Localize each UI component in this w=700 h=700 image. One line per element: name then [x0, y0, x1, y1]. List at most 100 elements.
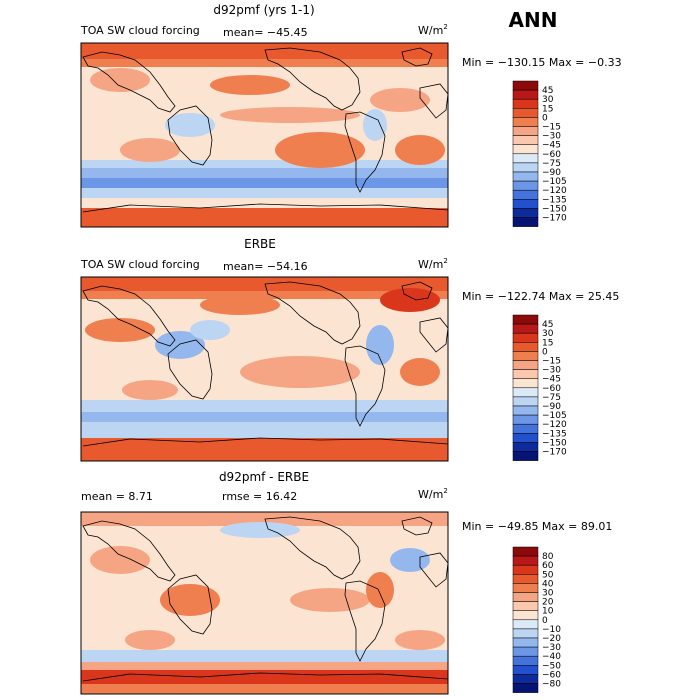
colorbar-tick-label: 50	[542, 570, 554, 580]
colorbar-tick-label: 30	[542, 589, 554, 599]
colorbar-tick-label: −30	[542, 132, 561, 142]
panel-model: d92pmf (yrs 1-1) TOA SW cloud forcing me…	[80, 3, 622, 228]
colorbar-tick-label: −90	[542, 168, 561, 178]
colorbar-tick-label: −10	[542, 625, 561, 635]
colorbar-swatch	[512, 628, 539, 639]
map-frame	[80, 276, 449, 462]
colorbar-swatch	[512, 646, 539, 657]
colorbar-swatch	[512, 162, 539, 173]
colorbar-tick-label: 30	[542, 329, 554, 339]
variable-label: TOA SW cloud forcing	[80, 24, 200, 37]
colorbar-tick-label: −30	[542, 366, 561, 376]
colorbar-tick-label: −135	[542, 195, 567, 205]
min-max-label: Min = −130.15 Max = −0.33	[462, 56, 622, 69]
colorbar-swatch	[512, 189, 539, 200]
colorbar-swatch	[512, 117, 539, 127]
colorbar-swatch	[512, 555, 539, 566]
map-field	[81, 277, 448, 461]
colorbar-tick-label: −150	[542, 438, 567, 448]
colorbar-swatch	[512, 351, 539, 361]
colorbar-swatch	[512, 98, 539, 109]
colorbar-tick-label: −170	[542, 448, 567, 458]
continent-outlines	[82, 281, 448, 447]
colorbar-tick-label: −135	[542, 429, 567, 439]
colorbar-tick-label: −60	[542, 150, 561, 160]
panel-title: d92pmf (yrs 1-1)	[213, 3, 314, 17]
colorbar-tick-label: −120	[542, 420, 567, 430]
colorbar-swatch	[512, 378, 539, 389]
colorbar-swatch	[512, 601, 539, 611]
units-label: W/m2	[418, 23, 448, 37]
colorbar-tick-label: −30	[542, 643, 561, 653]
colorbar-swatch	[512, 610, 539, 621]
colorbar-tick-label: 45	[542, 320, 553, 330]
colorbar-tick-label: −45	[542, 375, 561, 385]
colorbar-tick-label: −150	[542, 204, 567, 214]
panel-difference: d92pmf - ERBE mean = 8.71 rmse = 16.42 W…	[80, 470, 612, 695]
colorbar-tick-label: −20	[542, 634, 561, 644]
map-field	[81, 512, 448, 694]
colorbar-swatch	[512, 451, 539, 461]
units-label: W/m2	[418, 487, 448, 501]
colorbar-swatch	[512, 564, 539, 575]
rmse-label: rmse = 16.42	[222, 490, 297, 503]
colorbar-swatch	[512, 637, 539, 648]
colorbar: 4530150−15−30−45−60−75−90−105−120−135−15…	[512, 80, 567, 227]
colorbar-tick-label: 30	[542, 95, 554, 105]
colorbar-swatch	[512, 442, 539, 452]
colorbar-tick-label: −105	[542, 411, 567, 421]
colorbar-swatch	[512, 396, 539, 407]
colorbar-tick-label: −60	[542, 670, 561, 680]
colorbar-tick-label: 40	[542, 579, 554, 589]
mean-label: mean= −54.16	[223, 260, 308, 273]
colorbar-swatch	[512, 387, 539, 398]
colorbar-swatch	[512, 414, 539, 425]
colorbar-swatch	[512, 171, 539, 182]
colorbar-tick-label: −120	[542, 186, 567, 196]
colorbar-swatch	[512, 135, 539, 145]
colorbar-swatch	[512, 583, 539, 593]
colorbar-swatch	[512, 360, 539, 370]
variable-label: TOA SW cloud forcing	[80, 258, 200, 271]
colorbar-swatch	[512, 674, 539, 684]
season-label: ANN	[509, 8, 558, 32]
mean-label: mean= −45.45	[223, 26, 308, 39]
colorbar-tick-label: −15	[542, 123, 561, 133]
colorbar-tick-label: −50	[542, 661, 561, 671]
map-frame	[80, 42, 449, 228]
map-field	[81, 43, 448, 227]
min-max-label: Min = −122.74 Max = 25.45	[462, 290, 619, 303]
colorbar-tick-label: 15	[542, 338, 553, 348]
colorbar-tick-label: 0	[542, 113, 548, 123]
colorbar-swatch	[512, 546, 539, 557]
colorbar-swatch	[512, 574, 539, 584]
mean-label: mean = 8.71	[81, 490, 153, 503]
colorbar-swatch	[512, 217, 539, 227]
colorbar-tick-label: −75	[542, 393, 561, 403]
units-label: W/m2	[418, 257, 448, 271]
min-max-label: Min = −49.85 Max = 89.01	[462, 520, 612, 533]
colorbar-swatch	[512, 126, 539, 136]
continent-outlines	[82, 47, 448, 213]
colorbar-tick-label: −105	[542, 177, 567, 187]
colorbar-tick-label: −40	[542, 652, 561, 662]
colorbar-swatch	[512, 199, 539, 209]
colorbar-tick-label: 60	[542, 561, 554, 571]
colorbar-tick-label: 20	[542, 598, 554, 608]
colorbar-tick-label: −170	[542, 214, 567, 224]
colorbar: 4530150−15−30−45−60−75−90−105−120−135−15…	[512, 314, 567, 461]
colorbar-swatch	[512, 153, 539, 164]
colorbar-tick-label: 80	[542, 552, 554, 562]
colorbar-swatch	[512, 683, 539, 693]
colorbar-tick-label: 45	[542, 86, 553, 96]
colorbar-tick-label: −80	[542, 680, 561, 690]
colorbar-swatch	[512, 342, 539, 352]
colorbar-swatch	[512, 108, 539, 118]
colorbar-swatch	[512, 433, 539, 443]
colorbar-swatch	[512, 323, 539, 334]
colorbar-tick-label: 10	[542, 607, 554, 617]
panel-observed: ERBE TOA SW cloud forcing mean= −54.16 W…	[80, 237, 619, 462]
colorbar-swatch	[512, 423, 539, 434]
